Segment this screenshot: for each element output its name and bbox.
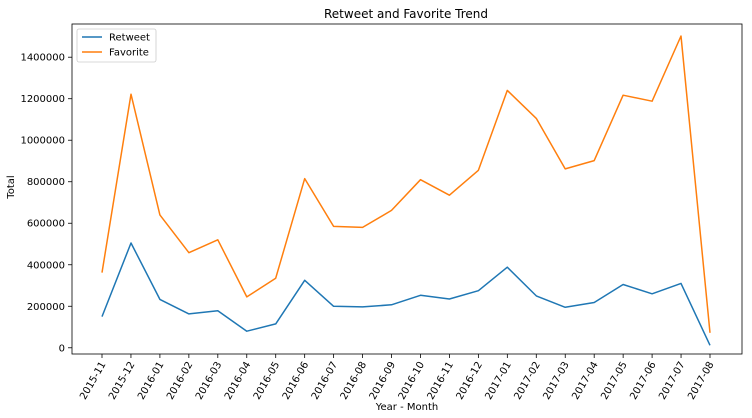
y-axis-label: Total bbox=[6, 175, 17, 199]
x-tick-label: 2016-07 bbox=[310, 360, 340, 402]
x-tick-label: 2017-05 bbox=[599, 360, 629, 402]
y-axis: 0 200000 400000 600000 800000 1000000 1200000 1… bbox=[20, 53, 72, 354]
legend: Retweet Favorite bbox=[76, 28, 157, 63]
x-tick-label: 2016-03 bbox=[194, 360, 224, 402]
x-tick-label: 2016-12 bbox=[455, 360, 485, 402]
legend-label-favorite: Favorite bbox=[109, 48, 149, 59]
series-line-retweet bbox=[101, 242, 711, 346]
chart-title: Retweet and Favorite Trend bbox=[324, 7, 488, 21]
x-tick-label: 2017-08 bbox=[686, 360, 716, 402]
y-tick-label: 600000 bbox=[27, 219, 65, 230]
x-tick-label: 2016-04 bbox=[223, 360, 253, 402]
x-tick-label: 2016-09 bbox=[368, 360, 398, 402]
y-tick-label: 1400000 bbox=[20, 53, 65, 64]
x-tick-label: 2015-12 bbox=[107, 360, 137, 402]
series-layer bbox=[101, 35, 711, 346]
x-tick-label: 2017-02 bbox=[512, 360, 542, 402]
x-tick-label: 2017-04 bbox=[570, 360, 600, 402]
x-tick-label: 2017-07 bbox=[657, 360, 687, 402]
x-tick-label: 2016-10 bbox=[397, 360, 427, 402]
x-tick-label: 2016-11 bbox=[426, 360, 456, 402]
x-tick-label: 2016-08 bbox=[339, 360, 369, 402]
y-tick-label: 800000 bbox=[27, 177, 65, 188]
y-tick-label: 1200000 bbox=[20, 94, 65, 105]
y-tick-label: 1000000 bbox=[20, 136, 65, 147]
x-tick-label: 2017-03 bbox=[541, 360, 571, 402]
plot-area-frame bbox=[71, 23, 743, 355]
legend-label-retweet: Retweet bbox=[109, 33, 150, 44]
y-tick-label: 200000 bbox=[27, 302, 65, 313]
x-tick-label: 2016-01 bbox=[136, 360, 166, 402]
x-tick-label: 2016-02 bbox=[165, 360, 195, 402]
x-tick-label: 2017-01 bbox=[484, 360, 514, 402]
x-tick-label: 2015-11 bbox=[78, 360, 108, 402]
x-tick-label: 2016-05 bbox=[252, 360, 282, 402]
x-axis: 2015-112015-122016-012016-022016-032016-… bbox=[78, 354, 717, 402]
x-tick-label: 2017-06 bbox=[628, 360, 658, 402]
series-line-favorite bbox=[101, 35, 711, 333]
x-tick-label: 2016-06 bbox=[281, 360, 311, 402]
x-axis-label: Year - Month bbox=[375, 402, 438, 413]
y-tick-label: 400000 bbox=[27, 260, 65, 271]
y-tick-label: 0 bbox=[59, 343, 65, 354]
